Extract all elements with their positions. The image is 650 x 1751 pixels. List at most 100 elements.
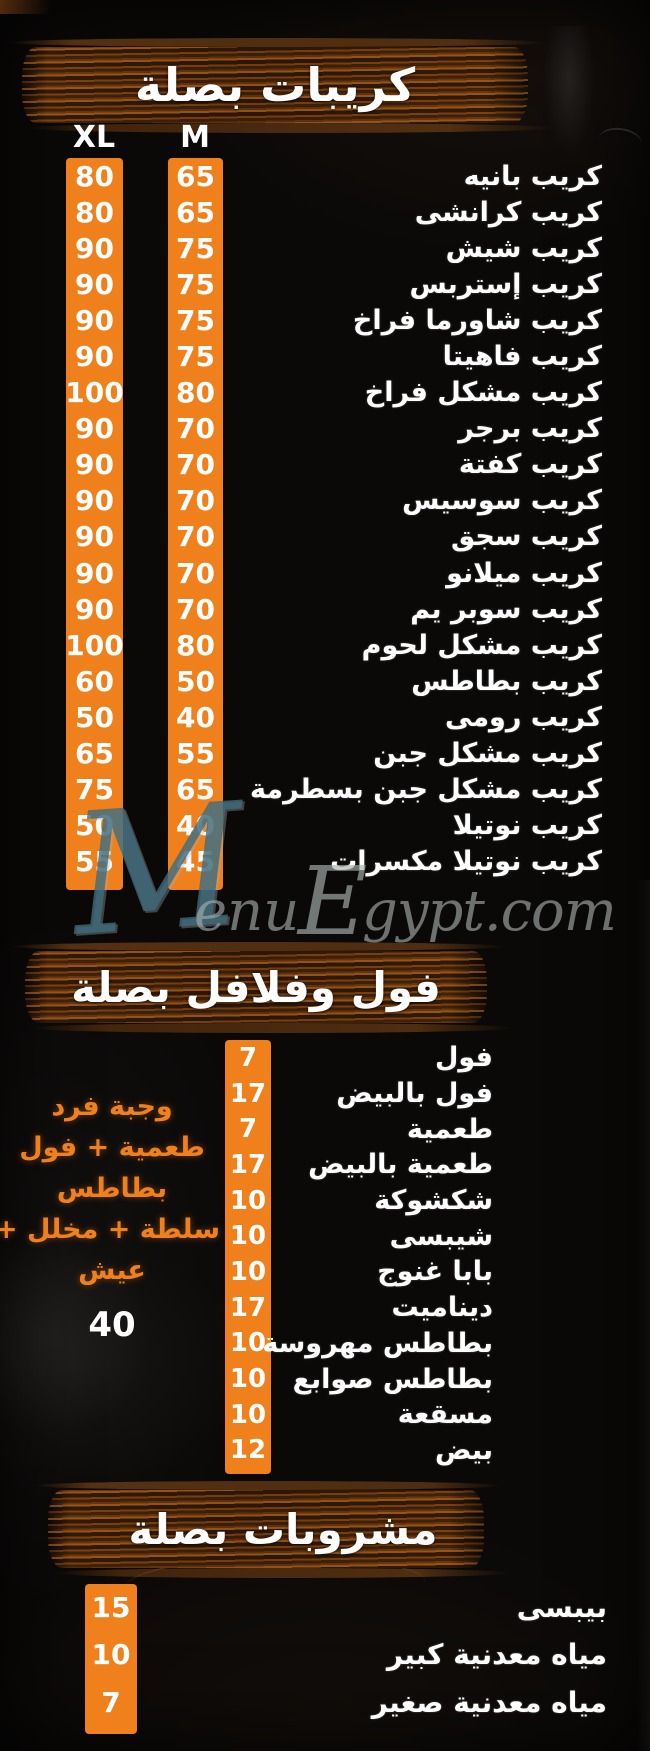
price-cell-m: 70 <box>176 520 215 554</box>
menu-item-name: كريب مشكل لحوم <box>361 629 602 661</box>
combo-meal-line: بطاطس <box>56 1173 168 1204</box>
price-cell-xl: 90 <box>75 556 114 590</box>
price-cell: 10 <box>229 1399 267 1430</box>
menu-item-name: كريب إستربس <box>409 268 602 300</box>
price-cell-xl: 90 <box>75 448 114 482</box>
scratch-artifact <box>596 125 644 159</box>
price-cell-xl: 55 <box>75 845 114 879</box>
menu-item-name: كريب سوسيس <box>402 485 602 517</box>
price-column-drinks: 15 10 7 <box>85 1584 137 1734</box>
price-cell-m: 65 <box>176 159 215 193</box>
price-cell-m: 50 <box>176 664 215 698</box>
price-cell-xl: 60 <box>75 664 114 698</box>
item-names-foul-falafel: فول فول بالبيض طعمية طعمية بالبيض شكشوكة شيبس… <box>262 1040 493 1468</box>
price-cell-xl: 90 <box>75 592 114 626</box>
price-cell-xl: 90 <box>75 231 114 265</box>
price-cell-xl: 50 <box>75 700 114 734</box>
price-cell-m: 40 <box>176 809 215 843</box>
edge-light-artifact <box>637 880 650 1751</box>
menu-item-name: مياه معدنية كبير <box>386 1638 607 1672</box>
price-column-foul-falafel: 7 17 7 17 10 10 10 17 10 10 10 12 <box>225 1040 271 1475</box>
menu-item-name: كريب كرانشى <box>414 196 602 228</box>
price-column-xl: 80 80 90 90 90 90 100 90 90 90 90 90 90 100 60 50 65 75 50… <box>65 158 124 890</box>
menu-item-name: كريب رومى <box>445 701 602 733</box>
price-cell-xl: 100 <box>65 376 124 410</box>
price-cell: 17 <box>229 1292 267 1323</box>
section-foul-falafel-title: فول وفلافل بصلة <box>71 962 441 1012</box>
price-cell-xl: 90 <box>75 484 114 518</box>
section-crepes-title: كريبات بصلة <box>134 58 416 112</box>
price-cell-m: 70 <box>176 412 215 446</box>
price-cell-m: 65 <box>176 195 215 229</box>
watermark-text: gypt.com <box>362 879 617 944</box>
menu-item-name: مسقعة <box>397 1399 493 1431</box>
price-cell-xl: 50 <box>75 809 114 843</box>
menu-item-name: كريب مشكل جبن بسطرمة <box>250 774 602 806</box>
price-cell-m: 70 <box>176 484 215 518</box>
price-cell-xl: 90 <box>75 267 114 301</box>
price-cell: 15 <box>91 1591 131 1625</box>
column-header-m: M <box>180 120 210 155</box>
price-cell-m: 55 <box>176 737 215 771</box>
price-cell: 7 <box>238 1042 258 1073</box>
watermark-text: enu <box>194 879 300 944</box>
price-cell-m: 75 <box>176 303 215 337</box>
price-cell-xl: 80 <box>75 195 114 229</box>
menu-item-name: كريب شاورما فراخ <box>352 304 602 336</box>
price-cell-xl: 90 <box>75 303 114 337</box>
price-cell-m: 40 <box>176 700 215 734</box>
menu-item-name: بطاطس مهروسة <box>262 1327 493 1359</box>
combo-meal-line: وجبة فرد <box>51 1091 173 1122</box>
price-cell-m: 80 <box>176 628 215 662</box>
menu-item-name: كريب نوتيلا مكسرات <box>330 846 602 878</box>
price-cell: 17 <box>229 1078 267 1109</box>
menu-item-name: طعمية <box>406 1113 493 1145</box>
menu-item-name: كريب كفتة <box>458 449 602 481</box>
combo-meal-block: وجبة فرد طعمية + فول بطاطس سلطة + مخلل + عيش… <box>0 1086 220 1345</box>
price-cell: 7 <box>101 1685 121 1719</box>
price-cell-m: 75 <box>176 340 215 374</box>
price-cell-m: 70 <box>176 448 215 482</box>
price-cell-m: 75 <box>176 267 215 301</box>
menu-item-name: كريب سجق <box>451 521 602 553</box>
menu-item-name: بطاطس صوابع <box>292 1363 493 1395</box>
price-cell: 10 <box>229 1256 267 1287</box>
menu-item-name: ديناميت <box>391 1292 493 1324</box>
price-cell-m: 45 <box>176 845 215 879</box>
corner-brush-mark <box>0 0 72 14</box>
menu-item-name: طعمية بالبيض <box>308 1149 493 1181</box>
section-crepes-banner: كريبات بصلة <box>8 38 554 133</box>
price-cell: 10 <box>229 1185 267 1216</box>
combo-meal-price: 40 <box>88 1305 136 1345</box>
price-cell-xl: 80 <box>75 159 114 193</box>
menu-item-name: كريب ميلانو <box>446 557 602 589</box>
menu-item-name: بيبسى <box>516 1591 607 1625</box>
section-drinks-banner: مشروبات بصلة <box>34 1481 510 1578</box>
menu-item-name: كريب سوبر يم <box>410 593 602 625</box>
menu-item-name: فول <box>434 1042 493 1074</box>
menu-item-name: كريب بطاطس <box>411 665 602 697</box>
menu-item-name: كريب مشكل جبن <box>373 738 602 770</box>
price-cell-m: 65 <box>176 773 215 807</box>
price-cell-m: 70 <box>176 556 215 590</box>
menu-item-name: كريب شيش <box>445 232 602 264</box>
price-cell: 12 <box>229 1435 267 1466</box>
section-foul-falafel-banner: فول وفلافل بصلة <box>11 942 513 1033</box>
menu-item-name: مياه معدنية صغير <box>371 1685 607 1719</box>
menu-item-name: كريب نوتيلا <box>452 810 602 842</box>
menu-item-name: كريب مشكل فراخ <box>364 377 602 409</box>
menu-item-name: كريب فاهيتا <box>442 341 602 373</box>
price-cell: 10 <box>91 1638 131 1672</box>
price-cell: 7 <box>238 1114 258 1145</box>
column-header-xl: XL <box>72 120 116 155</box>
combo-meal-line: عيش <box>78 1255 146 1286</box>
price-cell: 10 <box>229 1328 267 1359</box>
menu-item-name: شيبسى <box>389 1220 493 1252</box>
smudge-artifact <box>543 26 595 156</box>
price-cell-xl: 90 <box>75 520 114 554</box>
price-cell-m: 70 <box>176 592 215 626</box>
price-cell-m: 75 <box>176 231 215 265</box>
combo-meal-lines: وجبة فرد طعمية + فول بطاطس سلطة + مخلل + عيش <box>0 1086 220 1291</box>
item-names-crepes: كريب بانيه كريب كرانشى كريب شيش كريب إستربس… <box>250 158 602 880</box>
